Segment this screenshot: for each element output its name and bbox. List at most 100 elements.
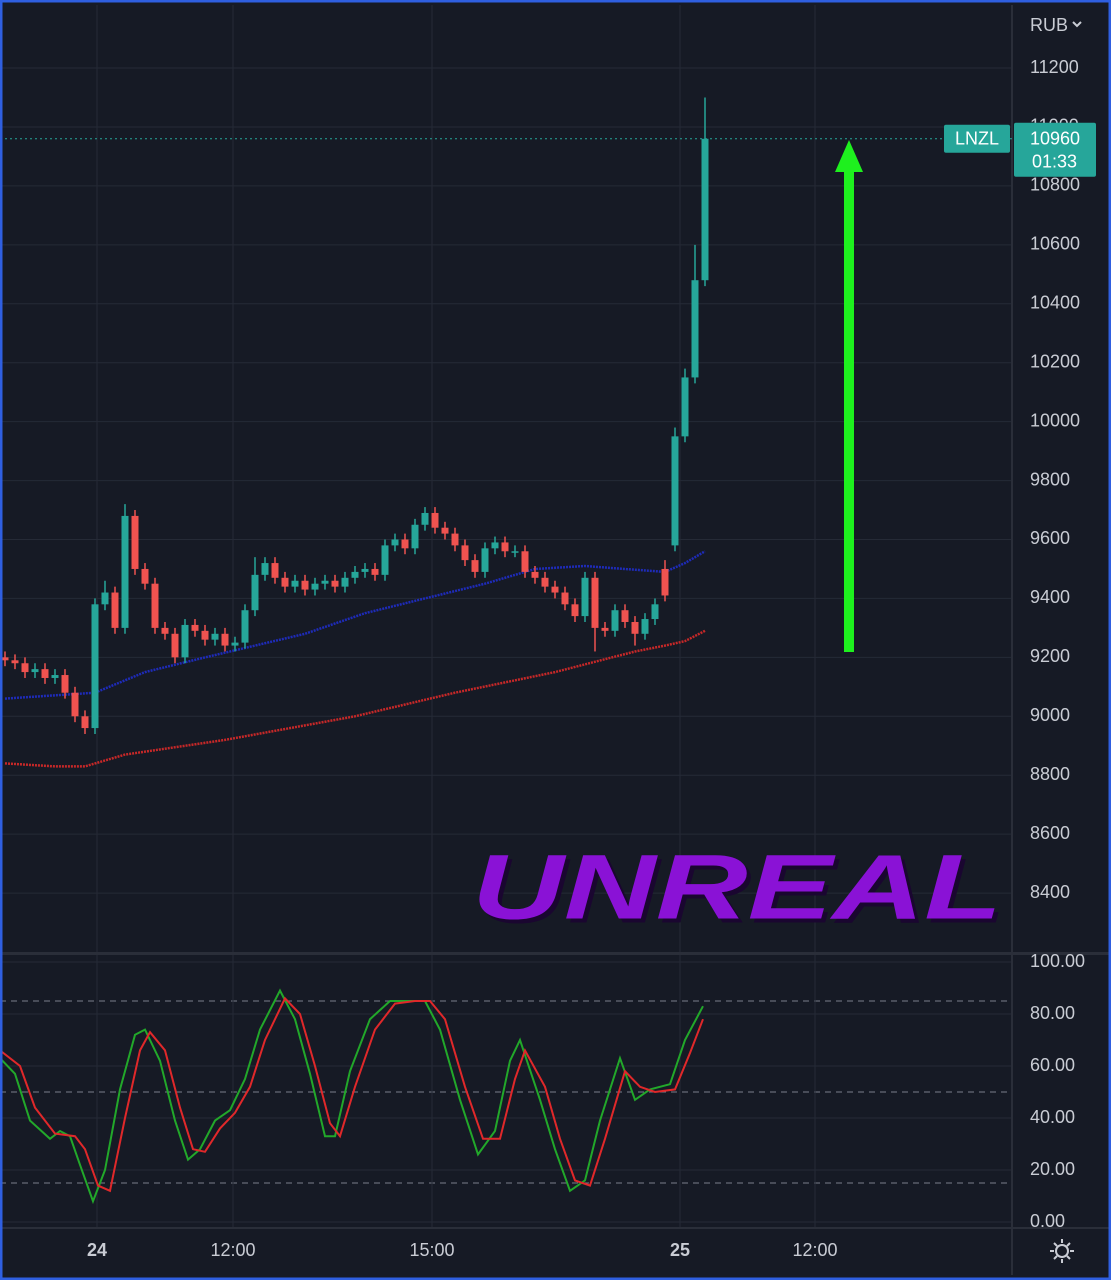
y-tick-label: 10400 <box>1030 293 1080 313</box>
marks <box>0 97 1012 1205</box>
candle-body <box>421 512 429 525</box>
x-tick-label: 15:00 <box>409 1240 454 1260</box>
candle-body <box>461 545 469 561</box>
x-tick-label: 12:00 <box>210 1240 255 1260</box>
x-tick-label: 25 <box>670 1240 690 1260</box>
currency-label[interactable]: RUB <box>1030 15 1068 35</box>
y-tick-label: 60.00 <box>1030 1055 1075 1075</box>
oscillator-line <box>0 988 704 1205</box>
y-tick-label: 9400 <box>1030 587 1070 607</box>
y-tick-label: 9200 <box>1030 646 1070 666</box>
y-tick-label: 8400 <box>1030 882 1070 902</box>
candle-body <box>91 604 99 729</box>
candle-body <box>571 604 579 617</box>
candle-body <box>691 280 699 378</box>
candle-body <box>321 580 329 584</box>
y-tick-label: 40.00 <box>1030 1107 1075 1127</box>
candle-body <box>521 551 529 572</box>
candle-body <box>651 604 659 620</box>
candle-body <box>51 675 59 678</box>
candle-body <box>391 539 399 546</box>
last-price-label: 10960 <box>1030 129 1080 149</box>
candle-body <box>171 633 179 658</box>
candle-body <box>241 610 249 643</box>
candle-body <box>411 524 419 549</box>
candle-body <box>671 436 679 546</box>
candle-body <box>361 568 369 572</box>
candle-body <box>331 580 339 587</box>
candle-body <box>71 692 79 717</box>
candle-body <box>261 563 269 575</box>
candle-body <box>311 583 319 590</box>
candle-body <box>541 577 549 587</box>
candle-body <box>611 610 619 631</box>
candle-body <box>291 580 299 587</box>
candle-body <box>431 512 439 528</box>
y-tick-label: 80.00 <box>1030 1003 1075 1023</box>
candle-body <box>471 560 479 572</box>
candle-body <box>441 527 449 534</box>
candle-body <box>301 580 309 590</box>
moving-average-line <box>4 629 706 768</box>
y-tick-label: 8800 <box>1030 764 1070 784</box>
candle-body <box>581 577 589 617</box>
candle-body <box>151 583 159 628</box>
candle-body <box>491 542 499 549</box>
candle-body <box>551 586 559 593</box>
x-tick-label: 12:00 <box>792 1240 837 1260</box>
candle-body <box>11 660 19 664</box>
candle-body <box>141 568 149 584</box>
candle-body <box>701 138 709 281</box>
x-tick-label: 24 <box>87 1240 107 1260</box>
candle-body <box>371 568 379 575</box>
candle-body <box>101 592 109 605</box>
candle-body <box>221 633 229 646</box>
symbol-label: LNZL <box>955 129 999 149</box>
countdown-label: 01:33 <box>1032 152 1077 172</box>
candle-body <box>501 542 509 552</box>
y-tick-label: 20.00 <box>1030 1159 1075 1179</box>
candle-body <box>531 571 539 578</box>
annotation: UNREAL <box>472 836 1002 938</box>
candle-body <box>121 515 129 628</box>
candle-body <box>561 592 569 605</box>
candle-body <box>341 577 349 587</box>
price-badge <box>1014 122 1096 177</box>
candle-body <box>1 657 9 661</box>
y-tick-label: 10000 <box>1030 410 1080 430</box>
y-tick-label: 9000 <box>1030 705 1070 725</box>
y-tick-label: 10600 <box>1030 234 1080 254</box>
candle-body <box>191 624 199 631</box>
candle-body <box>591 577 599 628</box>
settings-icon[interactable] <box>1050 1239 1074 1263</box>
candle-body <box>401 539 409 549</box>
candle-body <box>81 716 89 729</box>
arrow-head <box>835 140 863 172</box>
symbol-badge <box>944 124 1010 153</box>
candle-body <box>281 577 289 587</box>
candle-body <box>231 642 239 646</box>
candle-body <box>181 624 189 658</box>
candle-body <box>211 633 219 640</box>
y-tick-label: 9800 <box>1030 469 1070 489</box>
y-tick-label: 9600 <box>1030 528 1070 548</box>
candle-body <box>31 669 39 673</box>
currency-chevron[interactable] <box>1072 21 1082 28</box>
candle-body <box>161 627 169 634</box>
annotation-shadow: UNREAL <box>476 840 1006 942</box>
candle-body <box>641 619 649 634</box>
candle-body <box>631 621 639 634</box>
candle-body <box>251 574 259 611</box>
grid <box>0 5 1012 1228</box>
y-tick-label: 10800 <box>1030 175 1080 195</box>
candle-body <box>271 563 279 578</box>
candle-body <box>111 592 119 628</box>
candle-body <box>481 548 489 572</box>
candle-body <box>21 663 29 673</box>
candle-body <box>601 627 609 631</box>
y-tick-label: 10200 <box>1030 351 1080 371</box>
candle-body <box>511 551 519 553</box>
